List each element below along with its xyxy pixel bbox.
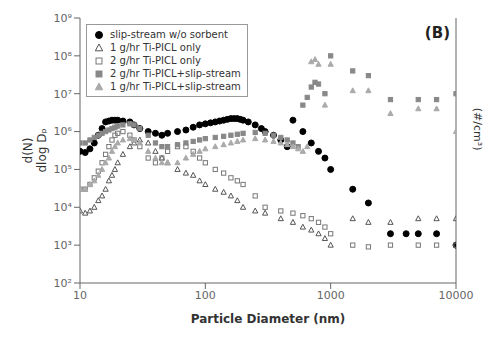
html-text:(B): (B) <box>424 24 450 42</box>
html-text:2 g/hr Ti-PICL+slip-stream: 2 g/hr Ti-PICL+slip-stream <box>110 68 241 79</box>
svg-text:d(N): d(N) <box>21 138 35 164</box>
svg-text:10⁷: 10⁷ <box>54 88 72 101</box>
svg-text:10⁴: 10⁴ <box>54 201 73 214</box>
svg-text:10⁸: 10⁸ <box>54 50 73 63</box>
svg-text:10⁵: 10⁵ <box>54 163 72 176</box>
svg-text:10²: 10² <box>54 277 72 290</box>
svg-text:10: 10 <box>73 289 87 302</box>
svg-text:(#/cm³): (#/cm³) <box>471 108 484 151</box>
svg-text:10³: 10³ <box>54 239 72 252</box>
html-text:1 g/hr Ti-PICL+slip-stream: 1 g/hr Ti-PICL+slip-stream <box>110 81 241 92</box>
html-text:1 g/hr Ti-PICL only: 1 g/hr Ti-PICL only <box>110 42 201 53</box>
svg-text:10⁹: 10⁹ <box>54 12 72 25</box>
html-text:slip-stream w/o sorbent: slip-stream w/o sorbent <box>110 29 228 40</box>
svg-text:10⁶: 10⁶ <box>54 125 73 138</box>
html-text:2 g/hr Ti-PICL only: 2 g/hr Ti-PICL only <box>110 55 201 66</box>
svg-text:Particle Diameter (nm): Particle Diameter (nm) <box>191 312 346 326</box>
svg-text:100: 100 <box>195 289 216 302</box>
svg-text:10000: 10000 <box>439 289 474 302</box>
svg-text:dlog Dₚ: dlog Dₚ <box>35 128 49 172</box>
svg-text:1000: 1000 <box>317 289 345 302</box>
